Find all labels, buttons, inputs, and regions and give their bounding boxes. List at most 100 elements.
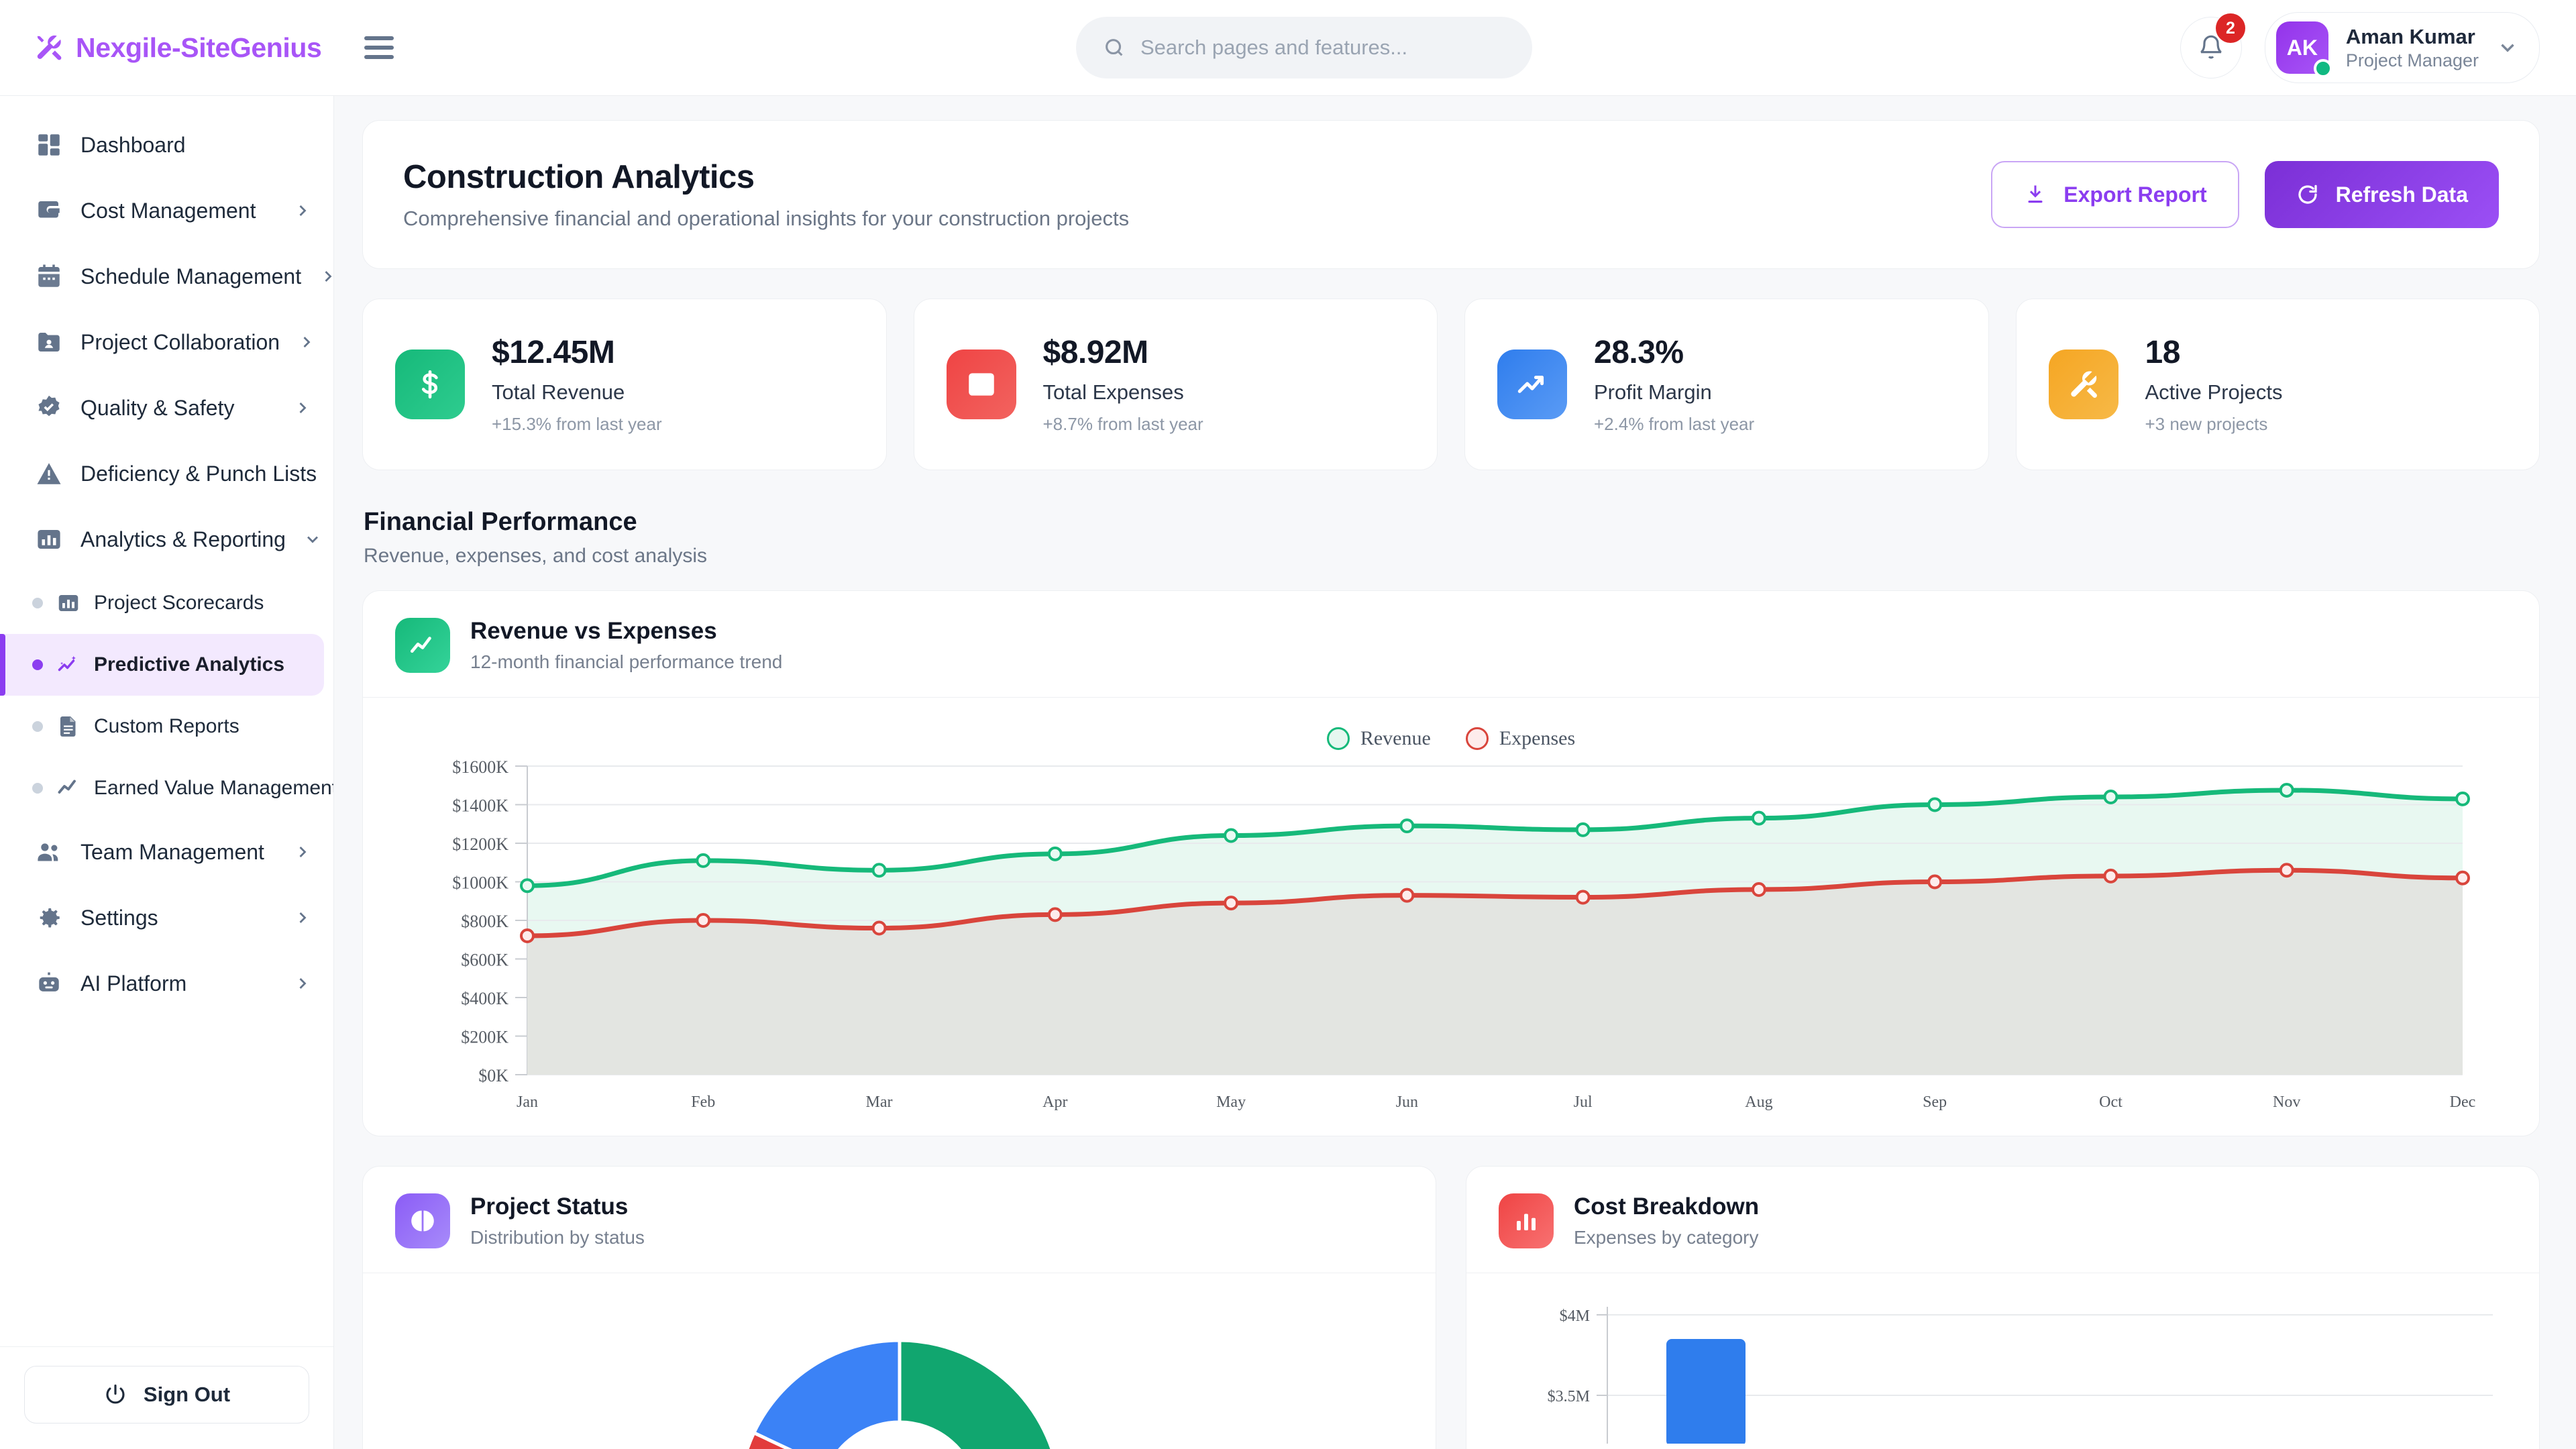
kpi-value: 18 [2145,335,2181,370]
chevron-right-icon [297,333,316,352]
sidebar-item-project-collaboration[interactable]: Project Collaboration [0,309,333,375]
card-title: Project Status [470,1193,629,1220]
sidebar-item-label: Quality & Safety [80,395,235,420]
sidebar-footer: Sign Out [0,1346,333,1449]
bar-chart-icon [35,525,63,553]
sidebar-item-custom-reports[interactable]: Custom Reports [0,696,333,757]
svg-text:$0K: $0K [478,1066,508,1085]
svg-text:Feb: Feb [691,1093,715,1111]
card-header: Project Status Distribution by status [363,1167,1436,1273]
chevron-right-icon [293,398,312,417]
brand-logo[interactable]: Nexgile-SiteGenius [0,32,322,64]
sign-out-label: Sign Out [143,1383,231,1406]
bar[interactable] [1666,1339,1746,1446]
dollar-icon [395,350,465,419]
export-report-button[interactable]: Export Report [1991,161,2239,228]
gear-icon [35,904,63,932]
sidebar-item-label: Deficiency & Punch Lists [80,461,317,486]
bar-chart-body: $4M $3.5M [1466,1273,2539,1449]
sidebar-item-deficiency-punch-lists[interactable]: Deficiency & Punch Lists [0,441,333,506]
kpi-card-total-revenue: $12.45M Total Revenue +15.3% from last y… [362,299,887,470]
svg-text:Aug: Aug [1745,1093,1772,1111]
sidebar: Dashboard Cost Management Schedule Ma [0,96,334,1449]
svg-text:Mar: Mar [866,1093,893,1111]
sidebar-item-analytics-reporting[interactable]: Analytics & Reporting [0,506,333,572]
revenue-vs-expenses-card: Revenue vs Expenses 12-month financial p… [362,590,2540,1136]
notifications-button[interactable]: 2 [2180,13,2245,78]
sidebar-item-project-scorecards[interactable]: Project Scorecards [0,572,333,634]
chevron-right-icon [293,908,312,927]
user-name: Aman Kumar [2345,24,2475,48]
kpi-text: 18 Active Projects +3 new projects [2145,334,2283,435]
search-icon [1103,36,1126,59]
sidebar-subitem-label: Custom Reports [94,715,239,737]
card-title: Revenue vs Expenses [470,618,717,644]
svg-text:$1200K: $1200K [452,835,508,854]
folder-user-icon [35,328,63,356]
legend-item-revenue[interactable]: Revenue [1326,727,1431,750]
sidebar-item-label: Analytics & Reporting [80,527,286,551]
donut-slice[interactable] [898,1338,1061,1449]
refresh-data-label: Refresh Data [2335,182,2468,207]
trending-up-icon [1497,350,1567,419]
card-subtitle: Distribution by status [470,1227,645,1248]
people-icon [35,838,63,866]
legend-item-expenses[interactable]: Expenses [1465,727,1576,750]
sidebar-item-ai-platform[interactable]: AI Platform [0,951,333,1016]
sidebar-item-quality-safety[interactable]: Quality & Safety [0,375,333,441]
donut-chart-body [363,1273,1436,1449]
hamburger-icon[interactable] [364,29,402,66]
kpi-value: $12.45M [492,335,615,370]
dashboard-grid-icon [35,131,63,159]
sidebar-item-predictive-analytics[interactable]: Predictive Analytics [0,634,324,696]
chevron-right-icon [293,843,312,861]
sidebar-item-earned-value-management[interactable]: Earned Value Management [0,757,333,819]
kpi-label: Total Expenses [1042,380,1184,404]
sidebar-item-label: Dashboard [80,132,186,157]
refresh-data-button[interactable]: Refresh Data [2264,161,2499,228]
search-input[interactable] [1140,36,1505,60]
legend-label: Expenses [1499,727,1576,749]
bullet-dot-icon [32,721,43,732]
sidebar-item-team-management[interactable]: Team Management [0,819,333,885]
donut-slice[interactable] [751,1338,901,1449]
svg-text:$1000K: $1000K [452,873,508,893]
main-content: Construction Analytics Comprehensive fin… [334,96,2576,1449]
page-title: Construction Analytics [403,159,755,195]
search-box[interactable] [1076,17,1532,78]
sidebar-item-dashboard[interactable]: Dashboard [0,112,333,178]
bell-icon [2198,34,2224,61]
cost-breakdown-plot: $4M $3.5M [1548,1307,2493,1446]
svg-text:$1600K: $1600K [452,757,508,777]
document-icon [56,714,80,739]
receipt-icon [946,350,1016,419]
user-role: Project Manager [2345,50,2479,70]
kpi-delta: +15.3% from last year [492,414,662,434]
sidebar-item-cost-management[interactable]: Cost Management [0,178,333,244]
svg-text:$1400K: $1400K [452,796,508,816]
card-header: Cost Breakdown Expenses by category [1466,1167,2539,1273]
notification-badge: 2 [2215,13,2245,43]
svg-text:Apr: Apr [1042,1093,1067,1111]
kpi-text: $8.92M Total Expenses +8.7% from last ye… [1043,334,1203,435]
brand-name: Nexgile-SiteGenius [76,32,322,63]
section-title-financial: Financial Performance [364,508,637,536]
svg-text:$800K: $800K [461,912,508,931]
kpi-label: Active Projects [2145,380,2283,404]
user-menu[interactable]: AK Aman Kumar Project Manager [2264,12,2540,83]
kpi-label: Profit Margin [1594,380,1712,404]
export-report-label: Export Report [2063,182,2207,207]
avatar: AK [2275,21,2332,78]
sidebar-item-schedule-management[interactable]: Schedule Management [0,244,333,309]
sign-out-button[interactable]: Sign Out [24,1366,309,1424]
card-header-text: Revenue vs Expenses 12-month financial p… [470,618,782,673]
sidebar-item-label: Team Management [80,839,264,864]
card-header-text: Cost Breakdown Expenses by category [1574,1193,1759,1248]
sidebar-item-settings[interactable]: Settings [0,885,333,951]
kpi-card-profit-margin: 28.3% Profit Margin +2.4% from last year [1464,299,1989,470]
global-search[interactable] [1076,17,1532,78]
legend-label: Revenue [1360,727,1431,749]
chart-legend: Revenue Expenses [376,727,2526,750]
avatar-initials: AK [2286,35,2318,60]
project-status-card: Project Status Distribution by status [362,1166,1436,1449]
